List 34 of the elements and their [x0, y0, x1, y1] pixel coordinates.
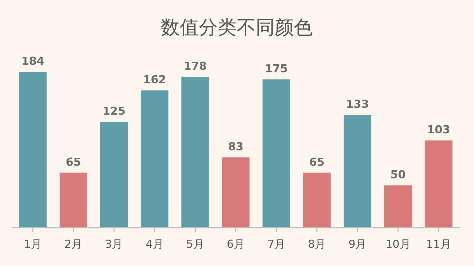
bar [384, 186, 412, 228]
data-label: 162 [143, 74, 166, 87]
x-tick-label: 10月 [386, 238, 411, 251]
x-tick-label: 5月 [186, 238, 204, 251]
data-label: 133 [346, 98, 370, 112]
x-tick-label: 1月 [24, 238, 42, 251]
x-tick-label: 2月 [64, 238, 83, 251]
data-label: 184 [22, 55, 45, 68]
bar [344, 115, 372, 228]
bar [425, 140, 453, 228]
bar [182, 77, 210, 228]
data-label: 83 [228, 140, 244, 154]
chart-title: 数值分类不同颜色 [161, 17, 313, 39]
x-tick-label: 4月 [146, 238, 164, 251]
data-label: 65 [310, 156, 325, 169]
data-label: 175 [265, 62, 288, 76]
bar [60, 172, 88, 228]
x-tick-label: 3月 [105, 238, 124, 251]
bar [222, 158, 250, 228]
bar [100, 122, 128, 228]
data-label: 178 [184, 60, 207, 74]
bar [141, 90, 169, 228]
data-label: 125 [102, 105, 126, 118]
bar [19, 72, 47, 228]
x-tick-label: 7月 [268, 238, 286, 251]
bar [262, 80, 290, 228]
x-tick-label: 11月 [426, 238, 452, 251]
data-label: 65 [66, 156, 82, 169]
bar [303, 172, 331, 228]
x-tick-label: 6月 [227, 238, 245, 251]
x-tick-label: 8月 [308, 238, 326, 251]
data-label: 50 [390, 168, 406, 182]
x-tick-label: 9月 [348, 238, 367, 251]
data-label: 103 [427, 124, 450, 137]
